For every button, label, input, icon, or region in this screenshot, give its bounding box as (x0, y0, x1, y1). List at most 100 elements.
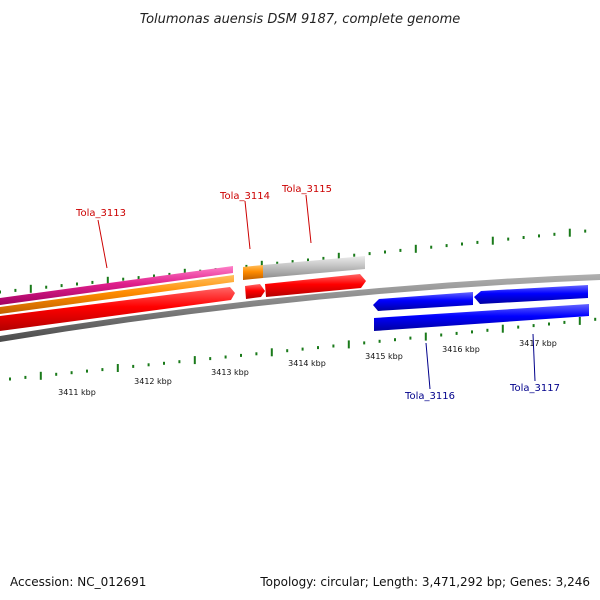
inner-minor-tick (532, 324, 535, 328)
inner-major-tick (347, 340, 350, 349)
inner-minor-tick (9, 377, 11, 381)
tick-label-3416: 3416 kbp (442, 345, 480, 354)
outer-minor-tick (307, 258, 309, 262)
outer-minor-tick (122, 277, 125, 281)
tick-label-3411: 3411 kbp (58, 388, 96, 397)
inner-minor-tick (24, 375, 27, 379)
outer-minor-tick (538, 234, 540, 238)
inner-major-tick (270, 348, 273, 357)
gene-label-tola-3116[interactable]: Tola_3116 (404, 391, 455, 402)
outer-minor-tick (45, 285, 48, 289)
outer-minor-tick (553, 232, 556, 236)
outer-minor-tick (584, 229, 587, 233)
outer-minor-tick (445, 244, 448, 248)
inner-minor-tick (548, 322, 550, 326)
outer-minor-tick (60, 284, 63, 288)
outer-major-tick (568, 228, 571, 237)
inner-minor-tick (70, 371, 73, 375)
cds-arrow-3113 (0, 287, 235, 331)
inner-minor-tick (163, 361, 165, 365)
tick-labels: 3411 kbp 3412 kbp 3413 kbp 3414 kbp 3415… (58, 339, 557, 397)
leader-line-3116 (425, 342, 431, 390)
gene-label-tola-3114[interactable]: Tola_3114 (219, 191, 270, 202)
inner-minor-tick (86, 369, 88, 373)
inner-minor-tick (594, 317, 597, 321)
inner-minor-tick (409, 336, 412, 340)
tick-label-3413: 3413 kbp (211, 368, 249, 377)
cds-arrow-3114 (245, 284, 265, 299)
inner-tick-row (9, 316, 597, 381)
inner-minor-tick (394, 338, 396, 342)
outer-minor-tick (353, 253, 356, 257)
inner-minor-tick (471, 330, 473, 334)
outer-minor-tick (291, 260, 294, 264)
inner-minor-tick (240, 353, 242, 357)
outer-minor-tick (245, 264, 248, 268)
outer-major-tick (106, 276, 109, 285)
inner-minor-tick (178, 360, 181, 364)
gene-label-tola-3113[interactable]: Tola_3113 (75, 208, 126, 219)
inner-minor-tick (363, 341, 366, 345)
outer-minor-tick (476, 240, 479, 244)
outer-major-tick (491, 236, 494, 245)
inner-minor-tick (224, 355, 227, 359)
outer-major-tick (29, 284, 32, 293)
outer-minor-tick (430, 245, 433, 249)
inner-minor-tick (55, 372, 58, 376)
topology-text: Topology: circular; Length: 3,471,292 bp… (259, 575, 590, 589)
leader-line-3117 (532, 333, 536, 382)
reverse-gene-bar (374, 304, 589, 331)
inner-minor-tick (132, 364, 135, 368)
tick-label-3412: 3412 kbp (134, 377, 172, 386)
inner-minor-tick (286, 349, 289, 353)
outer-minor-tick (399, 248, 402, 252)
inner-major-tick (578, 316, 581, 325)
gene-label-tola-3115[interactable]: Tola_3115 (281, 184, 332, 195)
outer-minor-tick (153, 274, 155, 278)
cds-arrow-3116 (373, 292, 473, 311)
tick-label-3415: 3415 kbp (365, 352, 403, 361)
inner-major-tick (424, 332, 427, 341)
inner-minor-tick (255, 352, 258, 356)
inner-minor-tick (563, 320, 566, 324)
inner-major-tick (501, 324, 504, 333)
leader-line-3113 (97, 219, 108, 269)
outer-major-tick (260, 260, 263, 269)
tick-label-3417: 3417 kbp (519, 339, 557, 348)
inner-minor-tick (455, 331, 458, 335)
inner-minor-tick (147, 363, 150, 367)
inner-minor-tick (317, 346, 319, 350)
outer-minor-tick (384, 250, 386, 254)
outer-minor-tick (0, 290, 1, 294)
outer-minor-tick (461, 242, 463, 246)
outer-minor-tick (276, 261, 279, 265)
accession-text: Accession: NC_012691 (10, 575, 146, 589)
inner-major-tick (193, 356, 196, 365)
outer-minor-tick (137, 276, 140, 280)
inner-major-tick (116, 364, 119, 372)
outer-minor-tick (76, 282, 78, 286)
leader-line-3115 (305, 194, 312, 244)
outer-minor-tick (368, 252, 371, 256)
inner-minor-tick (101, 368, 104, 372)
cds-arrow-3115 (265, 274, 366, 297)
genome-backbone (0, 274, 600, 342)
outer-minor-tick (91, 280, 94, 284)
outer-minor-tick (507, 237, 510, 241)
inner-minor-tick (332, 344, 335, 348)
outer-major-tick (337, 252, 340, 261)
outer-major-tick (414, 244, 417, 253)
outer-minor-tick (168, 272, 171, 276)
gene-label-tola-3117[interactable]: Tola_3117 (509, 383, 560, 394)
magenta-feature-bar (0, 266, 233, 305)
orange-gene-bar-3113 (0, 275, 234, 314)
outer-minor-tick (14, 288, 17, 292)
map-title: Tolumonas auensis DSM 9187, complete gen… (140, 12, 461, 27)
cds-arrow-3117 (474, 285, 588, 304)
inner-major-tick (39, 371, 42, 380)
outer-minor-tick (522, 236, 525, 239)
inner-minor-tick (486, 328, 489, 332)
leader-line-3114 (244, 200, 251, 250)
inner-minor-tick (209, 357, 212, 361)
